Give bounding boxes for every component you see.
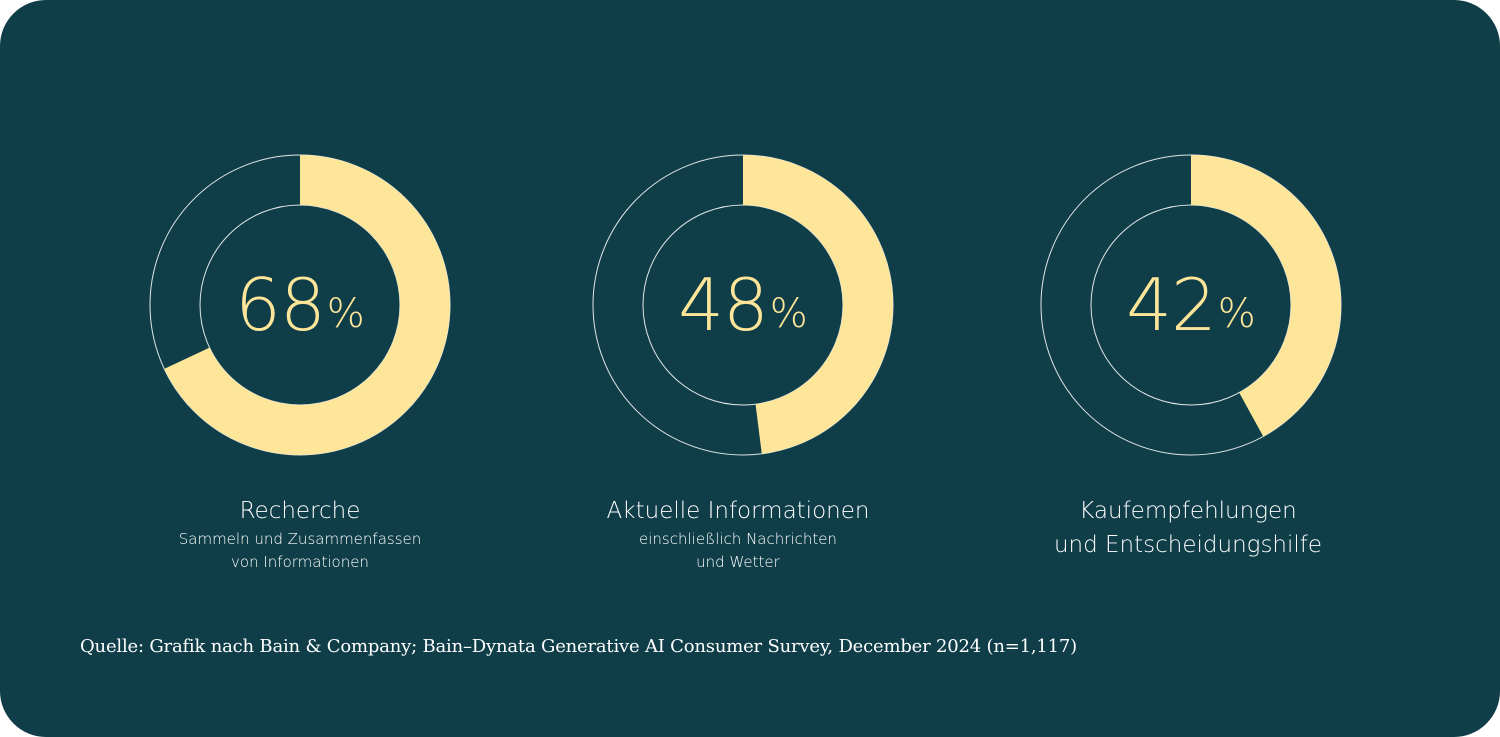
donut-value-arc	[1191, 155, 1341, 437]
label-subtitle-line-1: einschließlich Nachrichten	[639, 530, 837, 548]
label-subtitle-line-2: von Informationen	[231, 553, 369, 571]
donut-label-recherche: Recherche Sammeln und Zusammenfassen von…	[90, 494, 510, 574]
donut-label-aktuelle-informationen: Aktuelle Informationen einschließlich Na…	[528, 494, 948, 574]
source-note: Quelle: Grafik nach Bain & Company; Bain…	[80, 636, 1078, 657]
label-subtitle-line-2: und Wetter	[696, 553, 780, 571]
percentage-value: 48%	[588, 150, 898, 460]
percentage-number: 68	[235, 263, 326, 347]
donut-value-arc	[164, 155, 450, 455]
label-title: Recherche	[239, 498, 361, 524]
donut-chart-kaufempfehlungen: 42%	[1036, 150, 1346, 460]
label-title-line-2: und Entscheidungshilfe	[1053, 532, 1323, 558]
percent-sign: %	[769, 291, 808, 337]
donut-svg	[149, 154, 451, 456]
donut-value-arc	[743, 155, 894, 454]
percentage-value: 42%	[1036, 150, 1346, 460]
percent-sign: %	[1217, 291, 1256, 337]
percentage-number: 42	[1126, 263, 1217, 347]
donut-svg	[592, 154, 894, 456]
label-title: Aktuelle Informationen	[606, 498, 870, 524]
donut-svg	[1040, 154, 1342, 456]
percentage-value: 68%	[145, 150, 455, 460]
label-title-line-1: Kaufempfehlungen	[1079, 498, 1297, 524]
donut-chart-aktuelle-informationen: 48%	[588, 150, 898, 460]
donut-label-kaufempfehlungen: Kaufempfehlungen und Entscheidungshilfe	[978, 494, 1398, 562]
percentage-number: 48	[678, 263, 769, 347]
percent-sign: %	[326, 291, 365, 337]
donut-chart-recherche: 68%	[145, 150, 455, 460]
label-subtitle-line-1: Sammeln und Zusammenfassen	[178, 530, 422, 548]
